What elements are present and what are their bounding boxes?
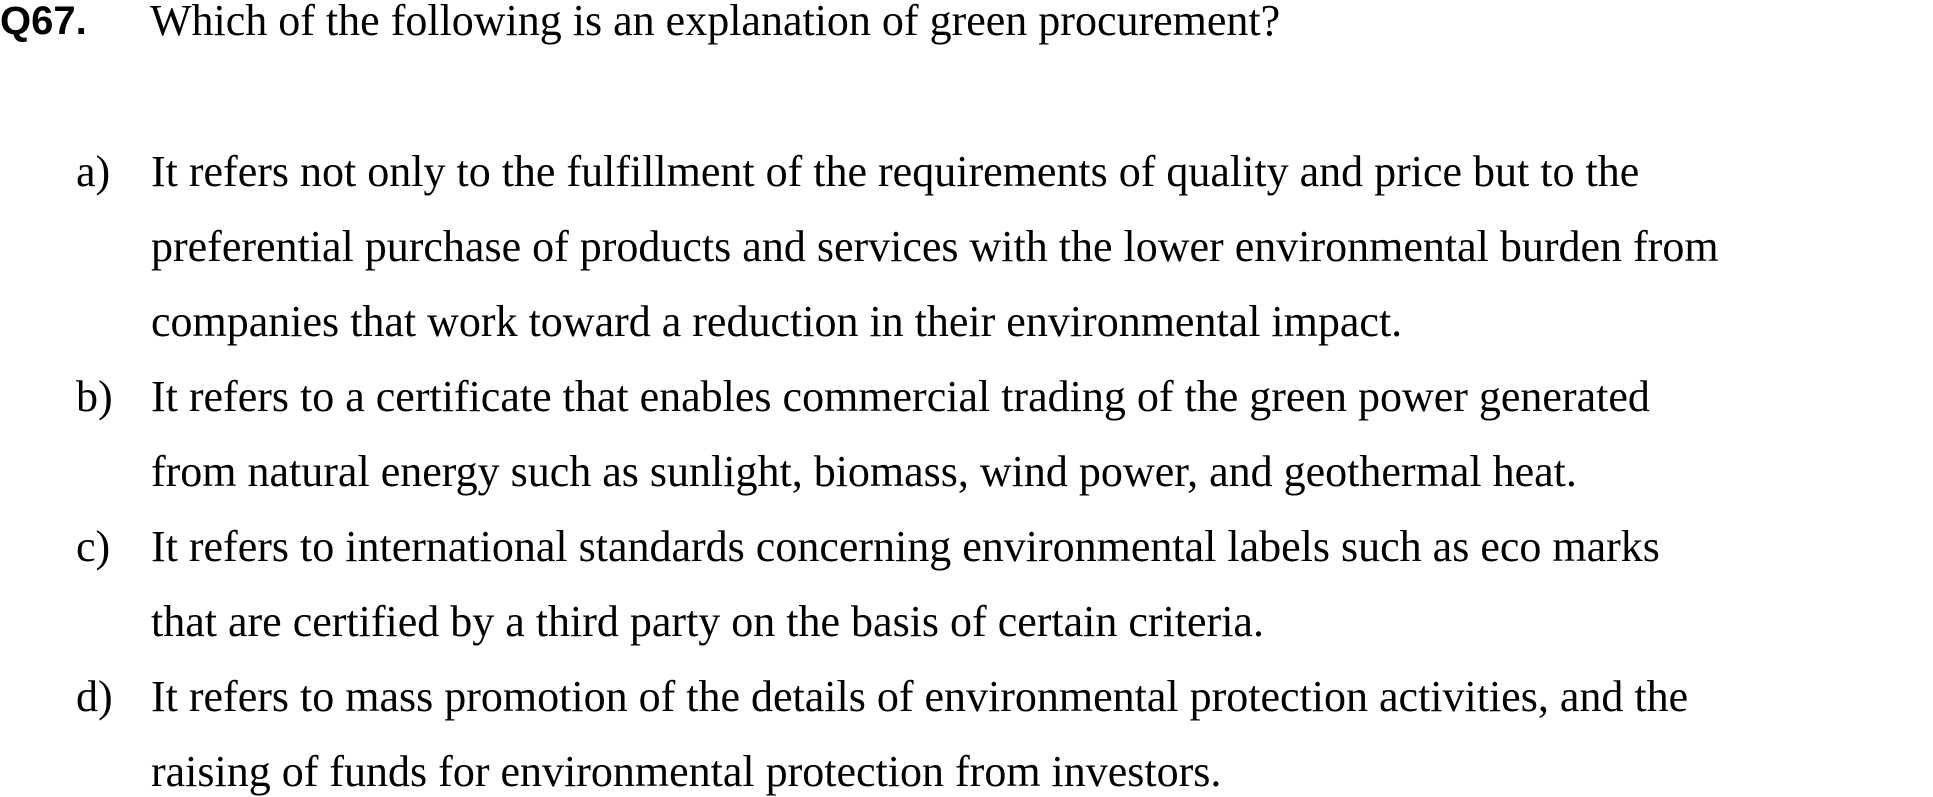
option-a-label: a) [76,147,111,196]
question-number: Q67. [0,0,87,43]
question-text: Which of the following is an explanation… [150,0,1281,45]
option-a-line-3: companies that work toward a reduction i… [151,297,1403,346]
option-c-line-2: that are certified by a third party on t… [151,597,1264,646]
option-b-line-2: from natural energy such as sunlight, bi… [151,447,1577,496]
option-d-line-2: raising of funds for environmental prote… [151,747,1222,796]
option-a-line-1: It refers not only to the fulfillment of… [151,147,1640,196]
option-a-line-2: preferential purchase of products and se… [151,222,1719,271]
option-d-line-1: It refers to mass promotion of the detai… [151,672,1689,721]
option-c-line-1: It refers to international standards con… [151,522,1660,571]
option-b-line-1: It refers to a certificate that enables … [151,372,1650,421]
option-d-label: d) [76,672,113,721]
question-header: Q67. Which of the following is an explan… [0,0,1933,60]
option-c-label: c) [76,522,111,571]
option-b-label: b) [76,372,113,421]
